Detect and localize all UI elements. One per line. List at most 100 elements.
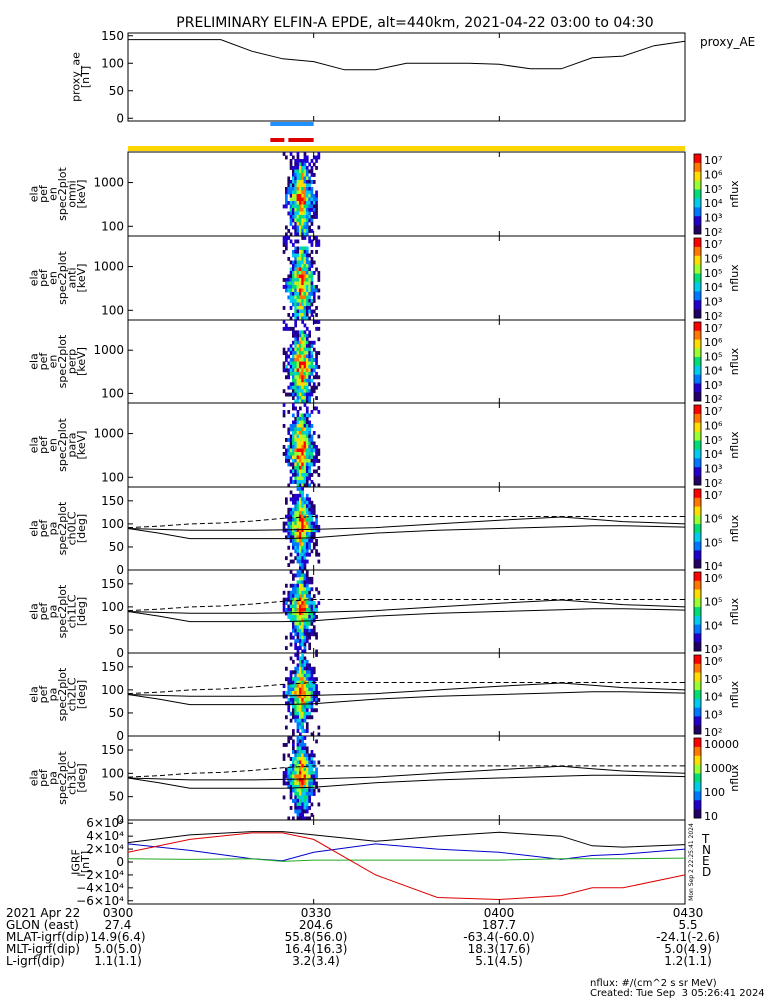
spectrogram-pixel: [296, 306, 300, 310]
spectrogram-pixel: [308, 521, 311, 526]
spectrogram-pixel: [292, 659, 295, 664]
spectrogram-pixel: [296, 278, 300, 282]
spectrogram-pixel: [305, 347, 309, 352]
spectrogram-pixel: [308, 299, 311, 303]
colorbar-cell: [694, 238, 701, 248]
spectrogram-pixel: [315, 243, 318, 247]
spectrogram-pixel: [294, 459, 297, 463]
spectrogram-pixel: [303, 743, 307, 747]
spectrogram-pixel: [317, 528, 321, 533]
spectrogram-pixel: [296, 208, 300, 212]
spectrogram-pixel: [308, 225, 311, 230]
spectrogram-pixel: [299, 361, 302, 366]
spectrogram-pixel: [294, 452, 297, 456]
spectrogram-pixel: [299, 691, 302, 695]
spectrogram-pixel: [299, 469, 302, 474]
spectrogram-pixel: [305, 573, 309, 578]
spectrogram-pixel: [303, 278, 307, 282]
spectrogram-pixel: [296, 532, 300, 536]
spectrogram-pixel: [299, 670, 302, 675]
spectrogram-pixel: [282, 753, 286, 758]
colorbar-cell: [694, 506, 701, 516]
spectrogram-pixel: [310, 229, 314, 233]
spectrogram-pixel: [292, 462, 295, 467]
spectrogram-pixel: [296, 427, 300, 432]
spectrogram-pixel: [299, 642, 302, 647]
spectrogram-pixel: [296, 264, 300, 268]
spectrogram-pixel: [296, 288, 300, 293]
spectrogram-pixel: [315, 267, 318, 272]
spectrogram-pixel: [296, 309, 300, 314]
spectrogram-pixel: [301, 532, 304, 536]
footer-row-value: 5.5: [678, 918, 698, 932]
spectrogram-pixel: [303, 448, 307, 453]
spectrogram-pixel: [312, 299, 316, 303]
spectrogram-pixel: [301, 725, 304, 730]
spectrogram-pixel: [289, 559, 293, 564]
spectrogram-pixel: [296, 267, 300, 272]
spectrogram-pixel: [301, 365, 304, 369]
spectrogram-pixel: [289, 274, 293, 279]
spectrogram-pixel: [287, 410, 291, 414]
spectrogram-pixel: [301, 208, 304, 212]
colorbar-tick-label: 10: [704, 810, 718, 823]
spectrogram-pixel: [303, 183, 307, 188]
spectrogram-pixel: [315, 615, 318, 619]
spectrogram-pixel: [312, 347, 316, 352]
spectrogram-pixel: [292, 493, 295, 498]
ylabel-line: pef: [37, 352, 50, 371]
spectrogram-pixel: [305, 169, 309, 174]
spectrogram-pixel: [312, 292, 316, 296]
spectrogram-pixel: [303, 323, 307, 328]
spectrogram-pixel: [282, 278, 286, 282]
spectrogram-pixel: [294, 525, 297, 529]
spectrogram-pixel: [303, 260, 307, 265]
spectrogram-pixel: [308, 680, 311, 685]
spectrogram-pixel: [308, 497, 311, 502]
spectrogram-pixel: [289, 382, 293, 387]
ylabel-line: omni: [65, 180, 78, 207]
spectrogram-pixel: [301, 518, 304, 522]
colorbar-tick-label: 10²: [704, 226, 722, 239]
spectrogram-pixel: [285, 354, 288, 359]
spectrogram-pixel: [287, 691, 291, 695]
spectrogram-pixel: [305, 687, 309, 692]
colorbar-tick-label: 10⁷: [704, 405, 722, 418]
spectrogram-pixel: [305, 545, 309, 550]
spectrogram-pixel: [303, 806, 307, 810]
spectrogram-pixel: [317, 732, 321, 737]
spectrogram-pixel: [303, 396, 307, 400]
ylabel-line: anti: [65, 267, 78, 288]
spectrogram-pixel: [299, 190, 302, 195]
spectrogram-pixel: [299, 459, 302, 463]
spectrogram-pixel: [301, 698, 304, 702]
spectrogram-pixel: [308, 389, 311, 394]
spectrogram-pixel: [301, 417, 304, 421]
spectrogram-pixel: [289, 583, 293, 588]
spectrogram-pixel: [308, 590, 311, 595]
spectrogram-pixel: [294, 438, 297, 442]
spectrogram-pixel: [305, 309, 309, 314]
spectrogram-pixel: [305, 462, 309, 467]
spectrogram-pixel: [308, 615, 311, 619]
spectrogram-y-tick-label: 50: [109, 790, 124, 804]
spectrogram-pixel: [308, 704, 311, 709]
spectrogram-pixel: [305, 691, 309, 695]
spectrogram-pixel: [312, 340, 316, 345]
spectrogram-pixel: [303, 673, 307, 678]
spectrogram-pixel: [301, 201, 304, 205]
spectrogram-pixel: [308, 169, 311, 174]
spectrogram-pixel: [292, 371, 295, 376]
colorbar-cell: [694, 422, 701, 433]
spectrogram-pixel: [292, 694, 295, 699]
spectrogram-pixel: [305, 295, 309, 300]
spectrogram-pixel: [294, 368, 297, 373]
spectrogram-pixel: [315, 313, 318, 317]
spectrogram-pixel: [289, 197, 293, 202]
spectrogram-pixel: [296, 594, 300, 599]
spectrogram-pixel: [289, 194, 293, 198]
science-zone-bar-red: [288, 138, 314, 142]
spectrogram-pixel: [285, 701, 288, 706]
spectrogram-pixel: [301, 580, 304, 585]
spectrogram-pixel: [292, 392, 295, 397]
